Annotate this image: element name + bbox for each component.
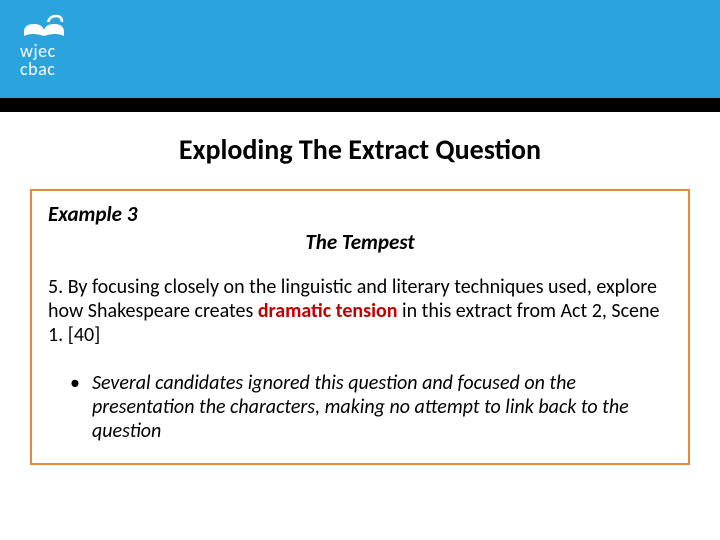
header-bar: wjec cbac [0,0,720,98]
logo-text-line1: wjec [20,42,720,60]
example-label: Example 3 [48,201,672,227]
content-area: Exploding The Extract Question Example 3… [0,112,720,465]
page-title: Exploding The Extract Question [30,132,690,167]
logo-text-line2: cbac [20,60,720,78]
bullet-dot-icon: • [70,371,80,395]
example-box: Example 3 The Tempest 5. By focusing clo… [30,189,690,465]
logo: wjec cbac [20,12,720,78]
example-subtitle: The Tempest [48,229,672,255]
question-emphasis: dramatic tension [258,299,398,323]
divider-strip [0,98,720,112]
logo-book-icon [20,12,68,40]
bullet-text: Several candidates ignored this question… [92,371,672,443]
bullet-item: • Several candidates ignored this questi… [48,371,672,443]
question-text: 5. By focusing closely on the linguistic… [48,275,672,347]
